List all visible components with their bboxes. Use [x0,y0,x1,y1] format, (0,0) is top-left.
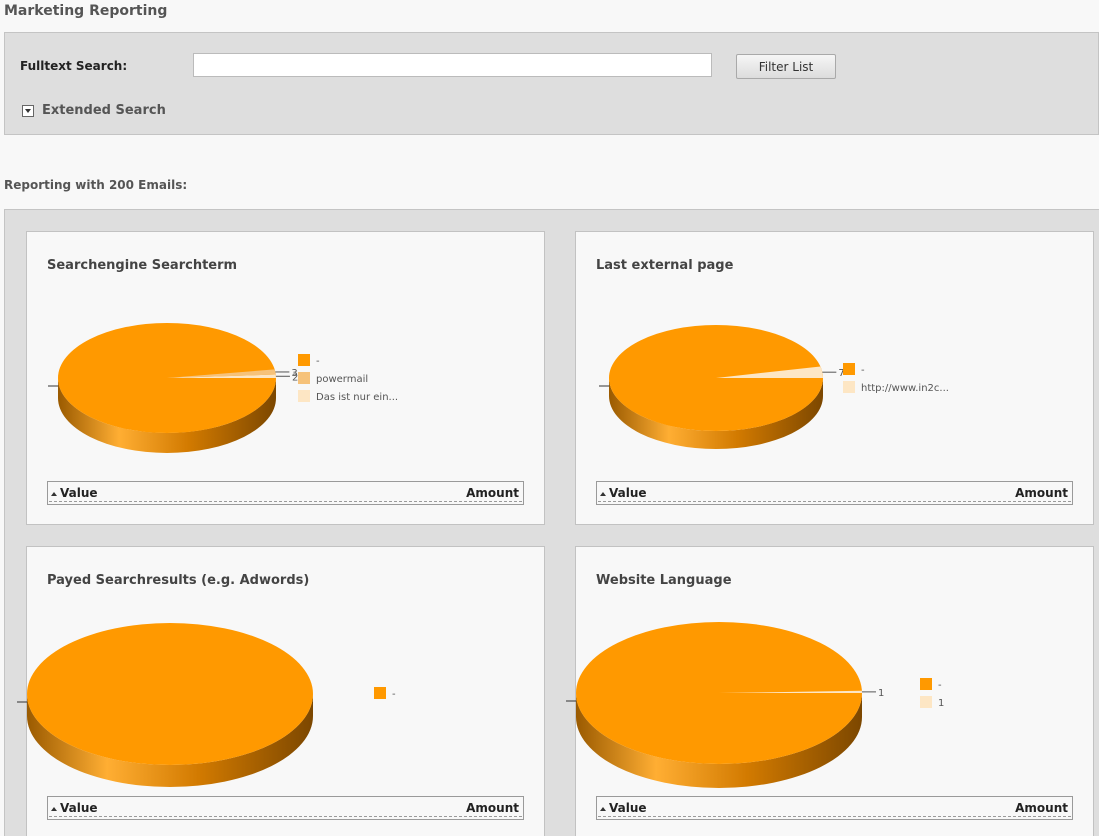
sort-ascending-icon[interactable] [600,807,606,811]
legend-label: - [392,689,396,700]
value-column-header[interactable]: Value [60,801,98,815]
fulltext-search-label: Fulltext Search: [20,59,128,73]
chart-title: Website Language [596,573,732,588]
pie-slice-- [27,623,313,765]
value-column-header[interactable]: Value [609,801,647,815]
data-table-header: Value Amount [596,796,1073,820]
amount-column-header[interactable]: Amount [1015,801,1068,815]
chart-title: Searchengine Searchterm [47,258,238,273]
pie-slice-http://www.in2c... [716,366,823,378]
legend-swatch [298,354,310,366]
sort-ascending-icon[interactable] [51,492,57,496]
legend-label: Das ist nur ein... [316,392,398,403]
pie-slice-1 [719,690,862,693]
value-column-header[interactable]: Value [609,486,647,500]
pie-chart-searchengine-searchterm: 23 - powermail Das ist nur ein... [48,323,398,453]
legend-label: 1 [938,698,944,709]
report-panel: Searchengine Searchterm 2 3 - powermail Das … [4,209,1099,836]
data-table-header: Value Amount [47,796,524,820]
legend-swatch [298,390,310,402]
pie-chart-website-language: 1 - 1 [566,622,944,788]
chart-card-last-external-page: Last external page 7- http://www.in2c... … [575,231,1094,525]
chart-card-payed-searchresults: Payed Searchresults (e.g. Adwords) - Val… [17,546,545,836]
chart-card-website-language: Website Language 1 - 1 Value Amount [566,546,1094,836]
legend-swatch [298,372,310,384]
legend-label: - [316,356,320,367]
pie-side [27,694,313,787]
search-panel: Fulltext Search: Filter List Extended Se… [4,32,1099,135]
pie-side [58,378,276,453]
legend-swatch [920,696,932,708]
slice-value-label: 7 [838,368,844,379]
sort-ascending-icon[interactable] [51,807,57,811]
fulltext-search-input[interactable] [193,53,712,77]
amount-column-header[interactable]: Amount [466,486,519,500]
chart-title: Last external page [596,258,734,273]
amount-column-header[interactable]: Amount [1015,486,1068,500]
extended-search-label[interactable]: Extended Search [42,103,166,118]
legend-label: - [861,365,865,376]
amount-column-header[interactable]: Amount [466,801,519,815]
pie-chart-last-external-page: 7 - http://www.in2c... [599,325,949,449]
sort-ascending-icon[interactable] [600,492,606,496]
data-table-header: Value Amount [596,481,1073,505]
filter-list-button[interactable]: Filter List [736,54,836,79]
report-summary-label: Reporting with 200 Emails: [4,178,188,192]
legend-label: powermail [316,374,368,385]
value-column-header[interactable]: Value [60,486,98,500]
chart-card-searchengine-searchterm: Searchengine Searchterm 2 3 - powermail Das … [26,231,545,525]
legend-label: http://www.in2c... [861,383,949,394]
legend-swatch [843,381,855,393]
legend-swatch [374,687,386,699]
data-table-header: Value Amount [47,481,524,505]
slice-value-label: 2 [292,372,298,383]
chart-title: Payed Searchresults (e.g. Adwords) [47,573,310,588]
legend-label: - [938,680,942,691]
pie-slice-Das ist nur ein... [167,374,276,378]
slice-value-label: 1 [878,688,884,699]
pie-chart-payed-searchresults: - [17,623,396,787]
pie-side [609,378,823,449]
page-title: Marketing Reporting [4,3,168,19]
pie-slice-powermail [167,369,276,378]
extended-search-toggle-icon[interactable] [22,105,34,117]
slice-value-label: 3 [291,368,297,379]
legend-swatch [843,363,855,375]
pie-side [576,693,862,788]
legend-swatch [920,678,932,690]
